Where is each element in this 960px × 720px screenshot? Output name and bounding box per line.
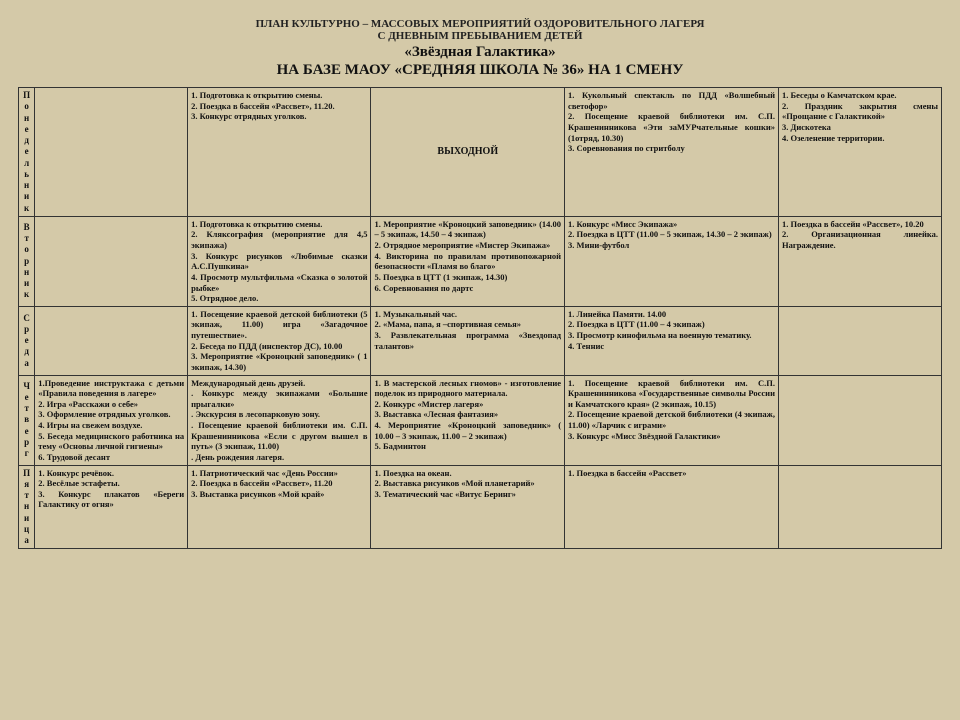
cell-fri-3: 1. Поездка на океан. 2. Выставка рисунко… (371, 465, 565, 549)
cell-mon-4: 1. Кукольный спектакль по ПДД «Волшебный… (565, 88, 779, 217)
table-row: В т о р н и к 1. Подготовка к открытию с… (19, 216, 942, 306)
cell-tue-1 (35, 216, 188, 306)
cell-mon-2: 1. Подготовка к открытию смены. 2. Поезд… (188, 88, 371, 217)
cell-fri-5 (778, 465, 941, 549)
cell-thu-3: 1. В мастерской лесных гномов» - изготов… (371, 375, 565, 465)
day-label-monday: П о н е д е л ь н и к (19, 88, 35, 217)
cell-thu-1: 1.Проведение инструктажа с детьми «Прави… (35, 375, 188, 465)
cell-thu-4: 1. Посещение краевой библиотеки им. С.П.… (565, 375, 779, 465)
cell-mon-1 (35, 88, 188, 217)
header-line1: ПЛАН КУЛЬТУРНО – МАССОВЫХ МЕРОПРИЯТИЙ ОЗ… (18, 18, 942, 30)
cell-tue-4: 1. Конкурс «Мисс Экипажа» 2. Поездка в Ц… (565, 216, 779, 306)
cell-fri-4: 1. Поездка в бассейн «Рассвет» (565, 465, 779, 549)
document-header: ПЛАН КУЛЬТУРНО – МАССОВЫХ МЕРОПРИЯТИЙ ОЗ… (18, 18, 942, 79)
cell-tue-2: 1. Подготовка к открытию смены. 2. Клякс… (188, 216, 371, 306)
cell-tue-5: 1. Поездка в бассейн «Рассвет», 10.20 2.… (778, 216, 941, 306)
cell-wed-1 (35, 306, 188, 375)
schedule-table: П о н е д е л ь н и к 1. Подготовка к от… (18, 87, 942, 549)
header-line2: С ДНЕВНЫМ ПРЕБЫВАНИЕМ ДЕТЕЙ (18, 30, 942, 42)
day-label-thursday: Ч е т в е р г (19, 375, 35, 465)
header-line4: НА БАЗЕ МАОУ «СРЕДНЯЯ ШКОЛА № 36» НА 1 С… (18, 62, 942, 79)
cell-tue-3: 1. Мероприятие «Кроноцкий заповедник» (1… (371, 216, 565, 306)
cell-fri-1: 1. Конкурс речёвок. 2. Весёлые эстафеты.… (35, 465, 188, 549)
cell-mon-3: ВЫХОДНОЙ (371, 88, 565, 217)
header-line3: «Звёздная Галактика» (18, 44, 942, 61)
table-row: С р е д а 1. Посещение краевой детской б… (19, 306, 942, 375)
table-row: П о н е д е л ь н и к 1. Подготовка к от… (19, 88, 942, 217)
table-row: П я т н и ц а 1. Конкурс речёвок. 2. Вес… (19, 465, 942, 549)
cell-mon-5: 1. Беседы о Камчатском крае. 2. Праздник… (778, 88, 941, 217)
cell-thu-2: Международный день друзей. . Конкурс меж… (188, 375, 371, 465)
cell-wed-2: 1. Посещение краевой детской библиотеки … (188, 306, 371, 375)
cell-thu-5 (778, 375, 941, 465)
cell-wed-3: 1. Музыкальный час. 2. «Мама, папа, я –с… (371, 306, 565, 375)
day-label-wednesday: С р е д а (19, 306, 35, 375)
cell-wed-4: 1. Линейка Памяти. 14.00 2. Поездка в ЦТ… (565, 306, 779, 375)
day-label-tuesday: В т о р н и к (19, 216, 35, 306)
day-label-friday: П я т н и ц а (19, 465, 35, 549)
cell-wed-5 (778, 306, 941, 375)
cell-fri-2: 1. Патриотический час «День России» 2. П… (188, 465, 371, 549)
table-row: Ч е т в е р г 1.Проведение инструктажа с… (19, 375, 942, 465)
